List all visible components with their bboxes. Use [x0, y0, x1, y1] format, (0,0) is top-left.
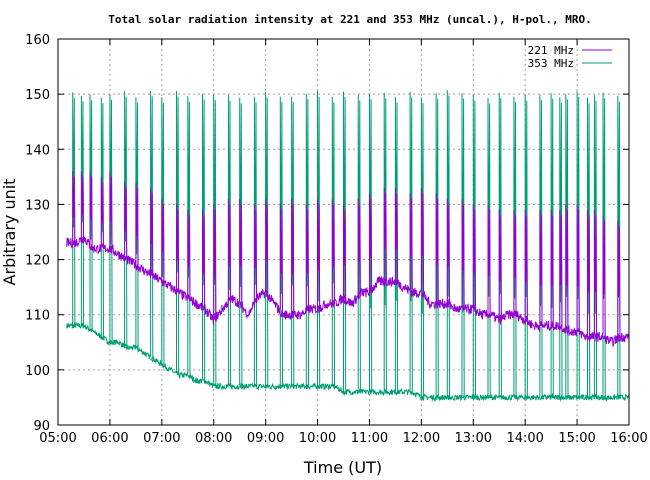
x-tick-label: 08:00	[195, 431, 232, 446]
legend: 221 MHz 353 MHz	[528, 44, 612, 70]
x-tick-label: 09:00	[247, 431, 284, 446]
y-tick-label: 90	[33, 419, 50, 434]
y-tick-label: 150	[25, 88, 50, 103]
legend-label-221: 221 MHz	[528, 44, 574, 57]
y-tick-label: 100	[25, 364, 50, 379]
x-tick-label: 10:00	[299, 431, 336, 446]
series-layer	[67, 90, 629, 400]
x-tick-label: 15:00	[558, 431, 595, 446]
x-tick-label: 06:00	[91, 431, 128, 446]
y-tick-label: 120	[25, 254, 50, 269]
x-tick-label: 16:00	[610, 431, 647, 446]
legend-label-353: 353 MHz	[528, 57, 574, 70]
x-tick-label: 14:00	[506, 431, 543, 446]
y-tick-label: 130	[25, 198, 50, 213]
y-tick-label: 140	[25, 143, 50, 158]
x-tick-label: 07:00	[143, 431, 180, 446]
x-tick-label: 13:00	[455, 431, 492, 446]
y-tick-label: 110	[25, 309, 50, 324]
x-axis-label: Time (UT)	[303, 458, 382, 477]
tick-layer: 05:00 06:00 07:00 08:00 09:00 10:00 11:00 12:00…	[25, 33, 648, 446]
x-tick-label: 12:00	[403, 431, 440, 446]
y-axis-label: Arbitrary unit	[0, 179, 19, 286]
chart-title: Total solar radiation intensity at 221 a…	[108, 13, 591, 26]
y-tick-label: 160	[25, 33, 50, 48]
x-tick-label: 11:00	[351, 431, 388, 446]
